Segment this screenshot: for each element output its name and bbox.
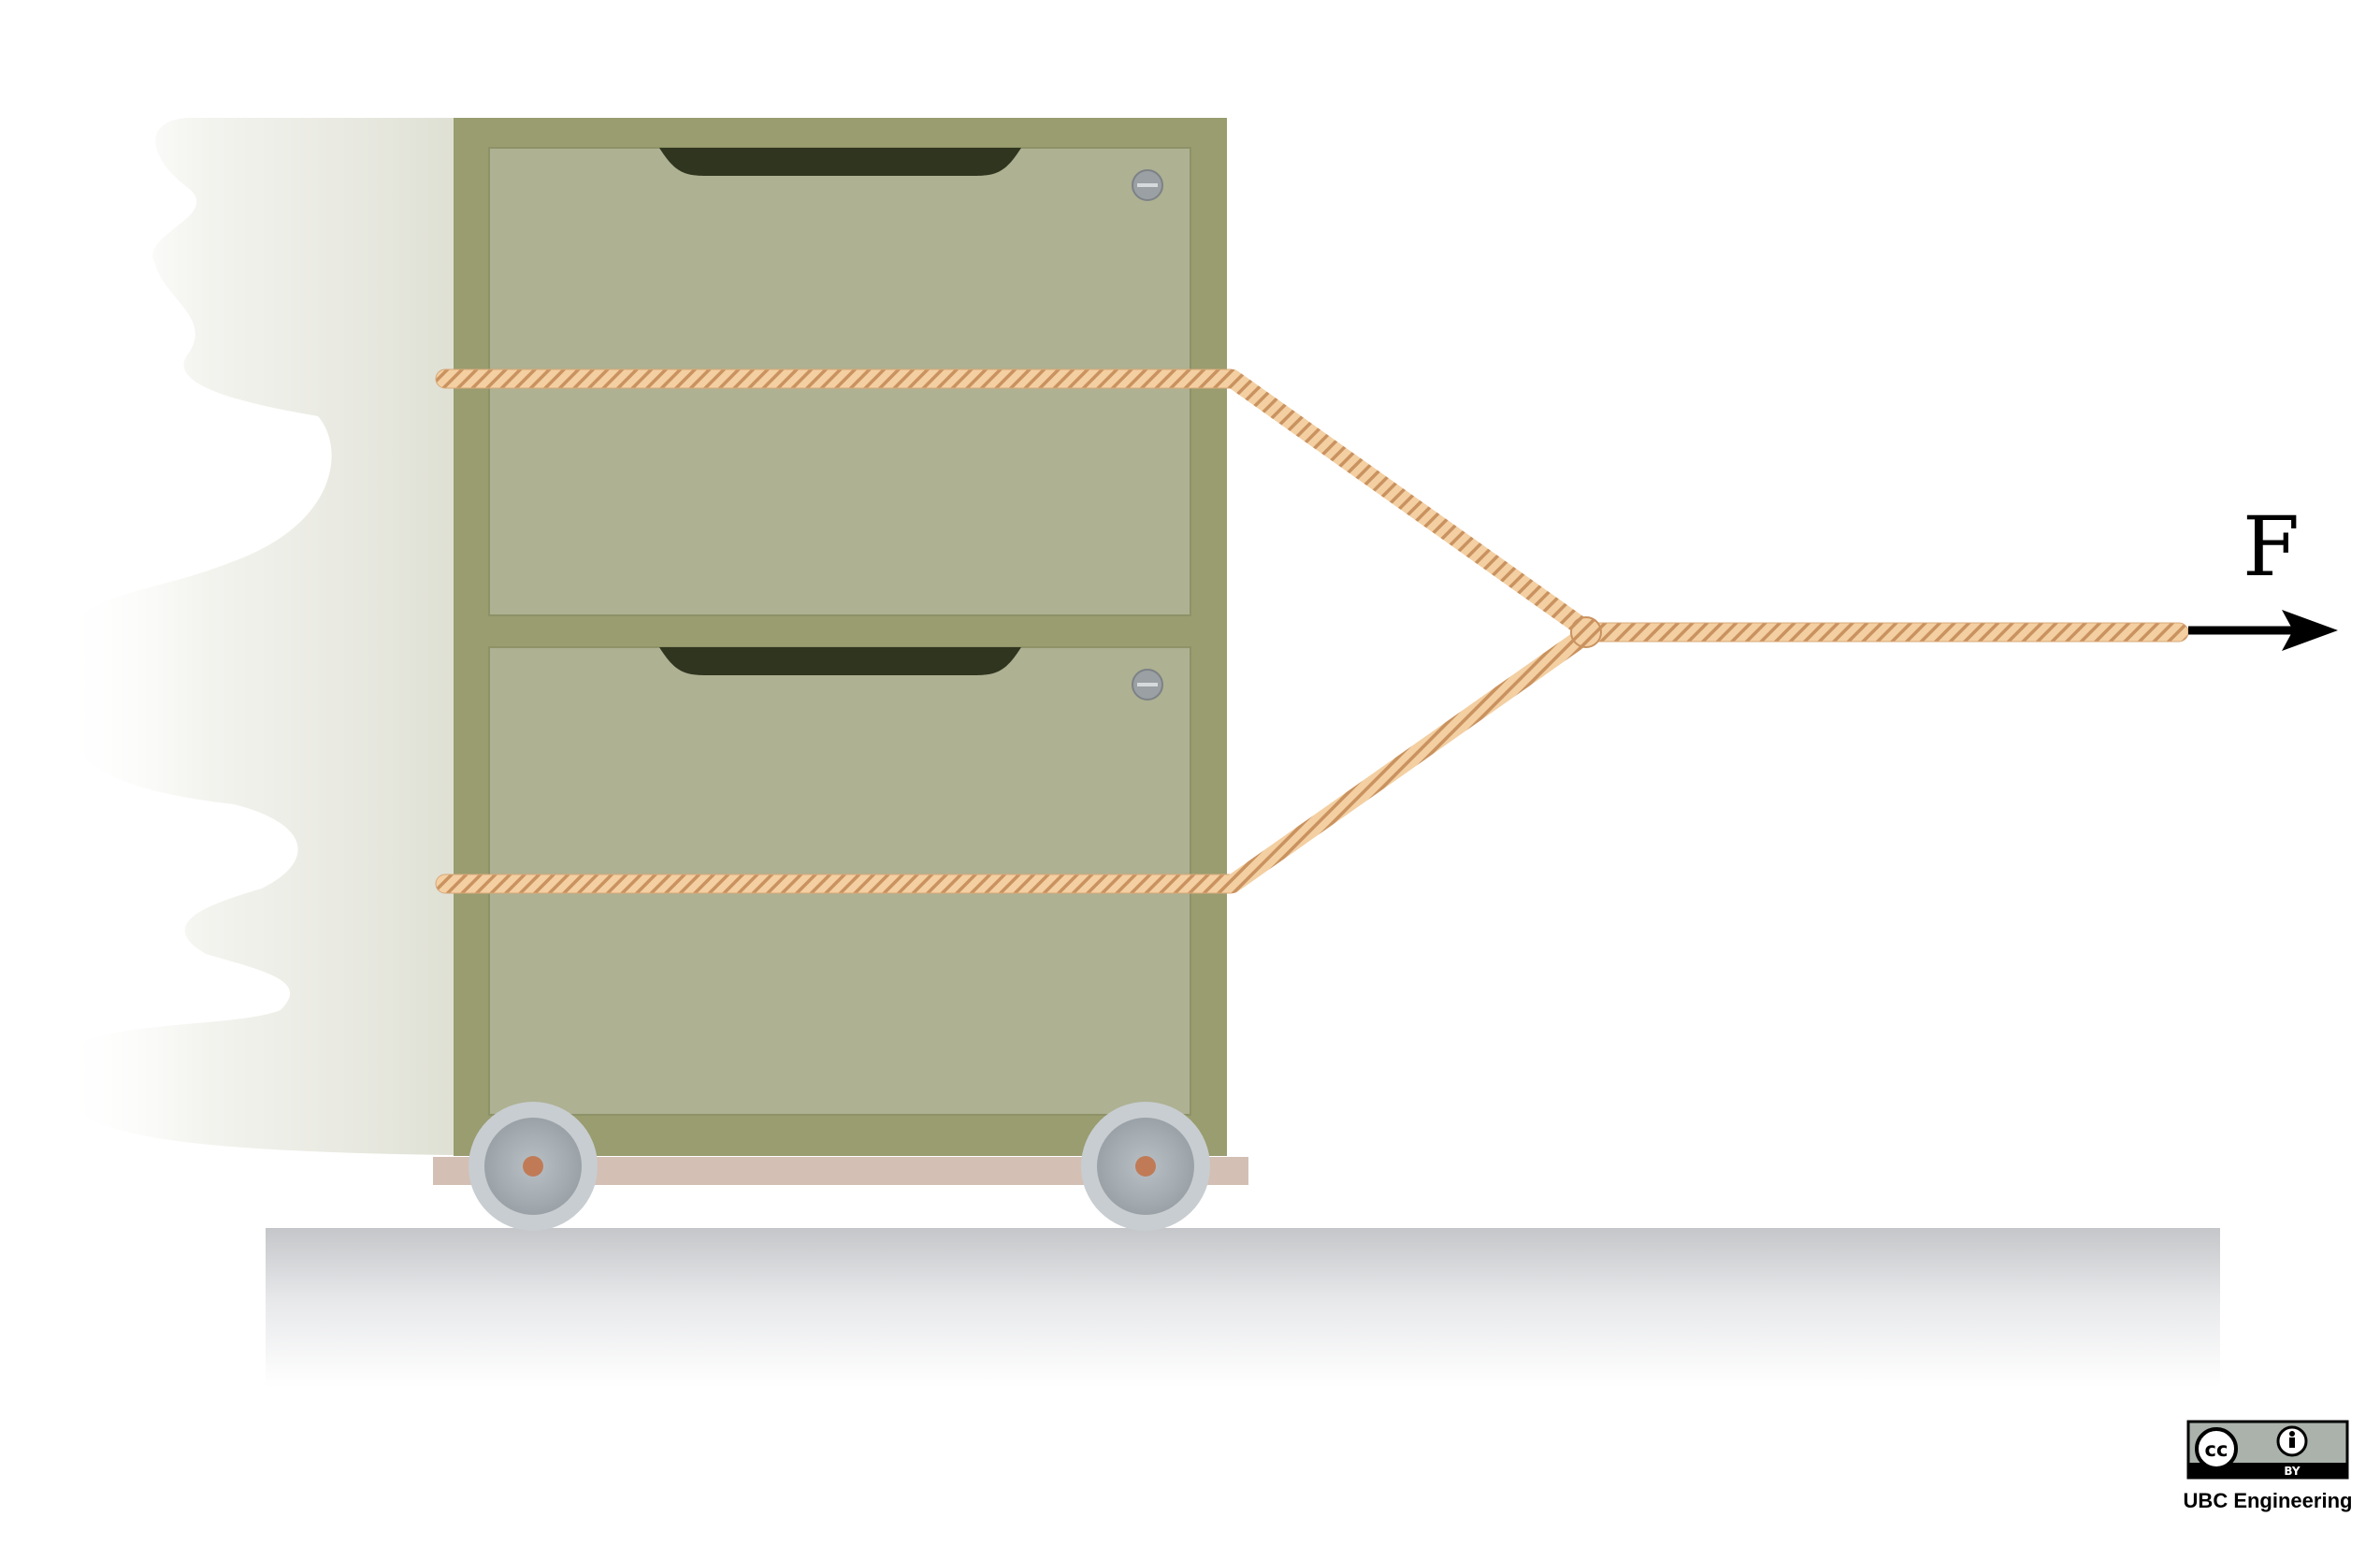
rope-upper-diagonal: [1223, 369, 1594, 638]
wheel-right: [1081, 1102, 1210, 1231]
wheel-hub: [523, 1156, 543, 1177]
motion-blur: [59, 118, 454, 1155]
wheel-hub: [1135, 1156, 1156, 1177]
rope: [435, 368, 2189, 894]
rope-lower-diagonal: [1223, 627, 1594, 893]
rope-top-strand: [435, 368, 1241, 389]
rope-pull-strand: [1579, 622, 2189, 643]
svg-text:cc: cc: [2205, 1438, 2229, 1461]
rope-knot: [1570, 616, 1602, 648]
force-label: F: [2243, 498, 2300, 595]
rope-bottom-strand: [435, 874, 1241, 894]
floor: [266, 1228, 2220, 1387]
wheel-left: [469, 1102, 598, 1231]
drawer-pull: [659, 647, 1021, 675]
attribution-person-icon: [2276, 1425, 2308, 1457]
force-arrow: [2188, 610, 2338, 651]
license-by-text: BY: [2284, 1465, 2300, 1478]
drawer-pull: [659, 148, 1021, 176]
credit-text: UBC Engineering: [2184, 1489, 2353, 1512]
license-badge: cc BY: [2186, 1420, 2349, 1480]
screw-icon: [1132, 169, 1163, 201]
cc-icon: cc: [2195, 1427, 2238, 1470]
screw-icon: [1132, 669, 1163, 701]
